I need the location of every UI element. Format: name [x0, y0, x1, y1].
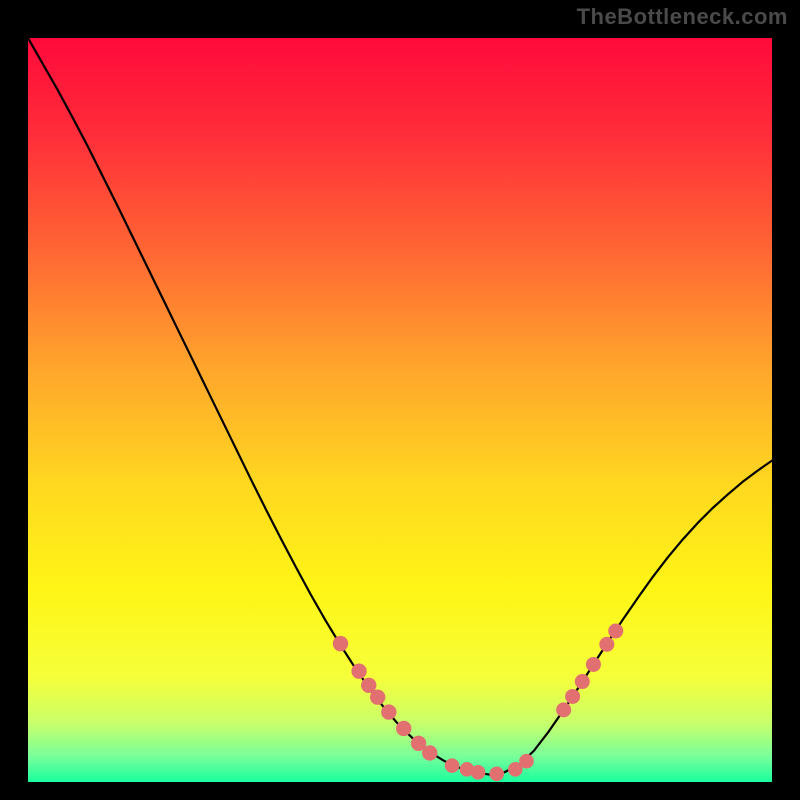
data-marker — [566, 689, 580, 703]
marker-cluster-bottom — [445, 754, 533, 780]
data-marker — [490, 767, 504, 781]
watermark-text: TheBottleneck.com — [577, 4, 788, 30]
data-marker — [609, 624, 623, 638]
data-marker — [370, 690, 384, 704]
marker-cluster-right — [557, 624, 623, 717]
data-marker — [397, 721, 411, 735]
data-marker — [557, 703, 571, 717]
data-marker — [382, 705, 396, 719]
marker-cluster-left — [333, 636, 437, 760]
plot-area — [28, 38, 772, 782]
data-marker — [471, 766, 485, 780]
curve-layer — [28, 38, 772, 782]
bottleneck-curve — [28, 38, 772, 775]
data-marker — [333, 636, 347, 650]
data-marker — [600, 637, 614, 651]
data-marker — [352, 664, 366, 678]
data-marker — [423, 746, 437, 760]
data-marker — [575, 675, 589, 689]
data-marker — [362, 678, 376, 692]
data-marker — [586, 657, 600, 671]
data-marker — [520, 754, 534, 768]
data-marker — [445, 759, 459, 773]
